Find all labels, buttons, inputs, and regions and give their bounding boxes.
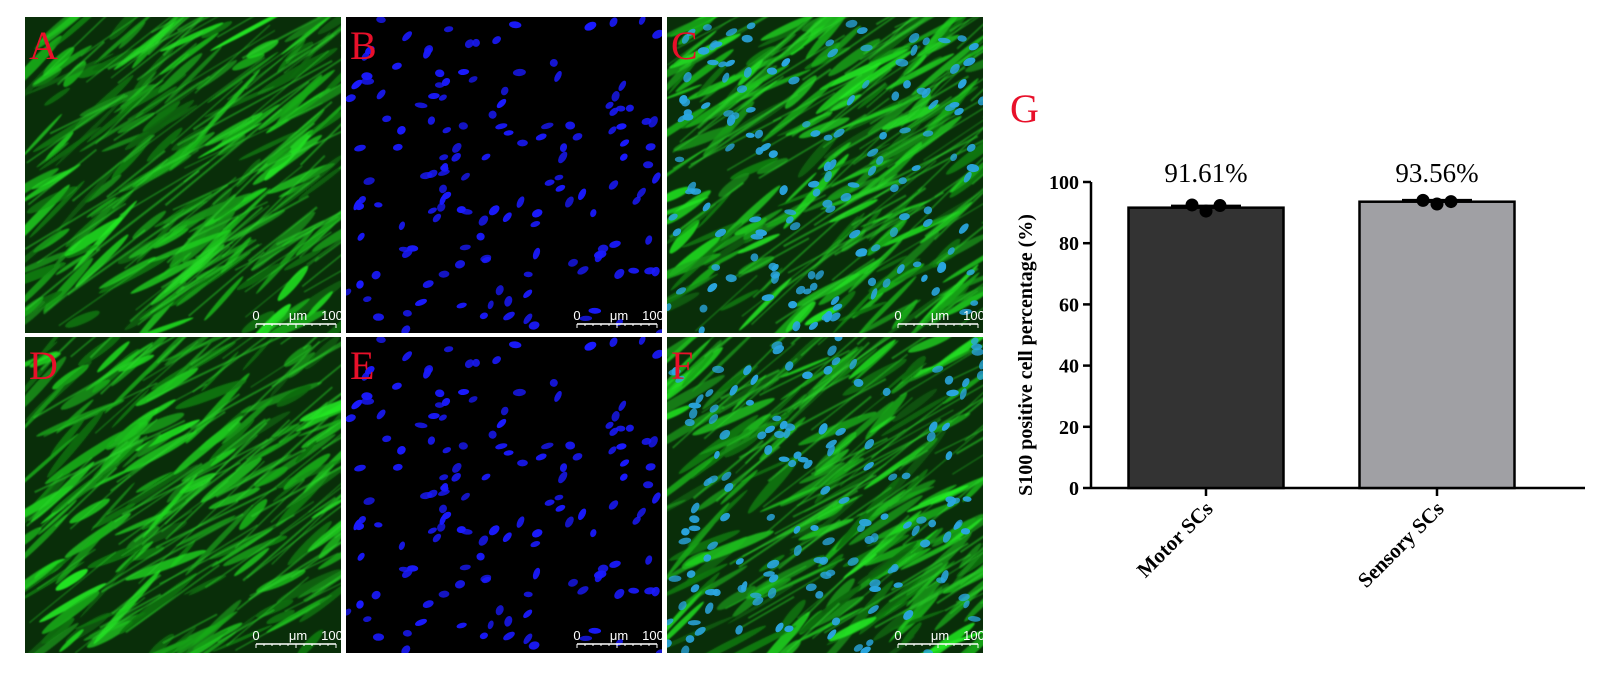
x-tick-label: Motor SCs <box>1132 497 1218 583</box>
scale-bar-end: 100 <box>642 308 664 323</box>
panel-label-d: D <box>29 343 58 388</box>
scale-bar-unit: μm <box>289 628 307 643</box>
y-tick-label: 40 <box>1059 356 1079 378</box>
y-tick-label: 100 <box>1049 172 1079 194</box>
micrograph-panel-f: F 0 μm 100 <box>667 337 985 653</box>
panel-label-b: B <box>350 23 377 68</box>
panel-label-f: F <box>671 343 693 388</box>
micrograph-panel-c: C 0 μm 100 <box>667 17 985 333</box>
scale-bar: 0 μm 100 <box>252 308 343 328</box>
scale-bar-unit: μm <box>610 628 628 643</box>
y-tick-label: 20 <box>1059 417 1079 439</box>
x-tick-label: Sensory SCs <box>1353 497 1449 593</box>
scale-bar-unit: μm <box>610 308 628 323</box>
scale-bar: 0 μm 100 <box>252 628 343 648</box>
scale-bar-unit: μm <box>931 308 949 323</box>
panel-label-a: A <box>29 23 58 68</box>
scale-bar-start: 0 <box>894 308 901 323</box>
panel-label-e: E <box>350 343 374 388</box>
y-tick-label: 0 <box>1069 478 1079 500</box>
panel-label-c: C <box>671 23 698 68</box>
bar-sensory <box>1358 200 1516 490</box>
y-tick-label: 80 <box>1059 233 1079 255</box>
data-label: 93.56% <box>1395 158 1478 188</box>
scale-bar-end: 100 <box>963 628 985 643</box>
scale-bar-unit: μm <box>931 628 949 643</box>
scale-bar-end: 100 <box>321 308 343 323</box>
data-point <box>1430 197 1444 211</box>
scale-bar-start: 0 <box>252 308 259 323</box>
scale-bar: 0 μm 100 <box>573 308 664 328</box>
micrograph-panel-b: B 0 μm 100 <box>346 17 664 333</box>
scale-bar-start: 0 <box>573 628 580 643</box>
bar-motor <box>1127 206 1285 490</box>
scale-bar-end: 100 <box>642 628 664 643</box>
data-point <box>1185 198 1199 212</box>
scale-bar: 0 μm 100 <box>894 308 985 328</box>
data-point <box>1444 195 1458 209</box>
data-point <box>1213 199 1227 213</box>
y-axis-label: S100 positive cell percentage (%) <box>1015 214 1037 496</box>
scale-bar: 0 μm 100 <box>573 628 664 648</box>
scale-bar-start: 0 <box>894 628 901 643</box>
panel-label-g: G <box>1010 86 1039 131</box>
micrograph-grid: A 0 μm 100 B 0 μm 100 C 0 μm 100 D 0 μm 100 E 0 μm 100 F 0 μm 1… <box>25 17 985 653</box>
bar-chart: G 0 20 40 60 80 100 S100 positive cell percent… <box>1010 86 1585 593</box>
micrograph-panel-a: A 0 μm 100 <box>25 17 343 333</box>
scale-bar-unit: μm <box>289 308 307 323</box>
scale-bar-start: 0 <box>573 308 580 323</box>
data-point <box>1199 204 1213 218</box>
scale-bar-end: 100 <box>963 308 985 323</box>
data-label: 91.61% <box>1164 158 1247 188</box>
data-point <box>1416 193 1430 207</box>
micrograph-panel-e: E 0 μm 100 <box>346 337 664 653</box>
y-tick-label: 60 <box>1059 294 1079 316</box>
scale-bar-start: 0 <box>252 628 259 643</box>
scale-bar: 0 μm 100 <box>894 628 985 648</box>
scale-bar-end: 100 <box>321 628 343 643</box>
micrograph-panel-d: D 0 μm 100 <box>25 337 343 653</box>
